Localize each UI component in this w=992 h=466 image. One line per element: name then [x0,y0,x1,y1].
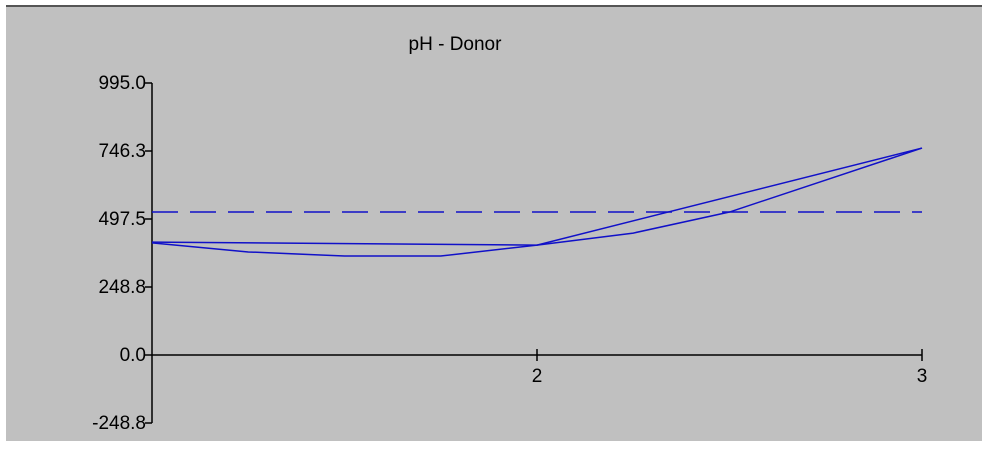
y-tick-label: -248.8 [92,413,146,434]
y-tick-label: 0.0 [120,345,146,366]
series-line [151,147,923,257]
chart-title: pH - Donor [409,34,503,55]
y-tick-label: 248.8 [98,277,146,298]
y-tick-label: 995.0 [98,73,146,94]
x-tick-label: 3 [917,366,928,387]
chart-panel [6,5,982,441]
y-tick-label: 497.5 [98,209,146,230]
x-tick-label: 2 [532,366,543,387]
y-tick-label: 746.3 [98,141,146,162]
